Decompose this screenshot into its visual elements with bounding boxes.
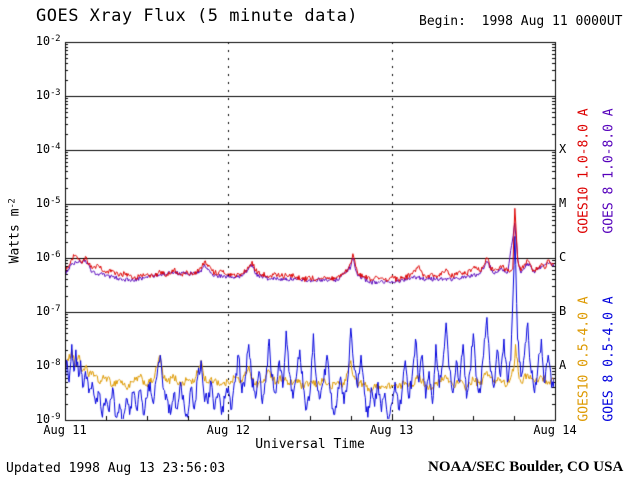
noaa-credit: NOAA/SEC Boulder, CO USA bbox=[428, 459, 624, 475]
legend-goes8-long: GOES 8 1.0-8.0 A bbox=[601, 108, 617, 234]
x-tick-label: Aug 12 bbox=[206, 423, 251, 437]
y-tick-label: 10-9 bbox=[35, 412, 61, 426]
y-tick-label: 10-6 bbox=[35, 250, 61, 264]
x-tick-label: Aug 13 bbox=[369, 423, 414, 437]
legend-goes10-long: GOES10 1.0-8.0 A bbox=[576, 108, 592, 234]
flare-class-c: C bbox=[559, 250, 567, 264]
updated-timestamp: Updated 1998 Aug 13 23:56:03 bbox=[6, 461, 226, 476]
y-tick-label: 10-8 bbox=[35, 358, 61, 372]
flare-class-m: M bbox=[559, 196, 567, 210]
y-tick-label: 10-2 bbox=[35, 34, 61, 48]
y-tick-label: 10-3 bbox=[35, 88, 61, 102]
x-tick-label: Aug 11 bbox=[43, 423, 87, 437]
x-tick-label: Aug 14 bbox=[533, 423, 577, 437]
flare-class-x: X bbox=[559, 142, 567, 156]
y-tick-label: 10-5 bbox=[35, 196, 61, 210]
begin-timestamp: Begin: 1998 Aug 11 0000UT bbox=[419, 14, 623, 29]
flare-class-a: A bbox=[559, 358, 567, 372]
legend-goes8-short: GOES 8 0.5-4.0 A bbox=[601, 296, 617, 422]
legend-goes10-short: GOES10 0.5-4.0 A bbox=[576, 296, 592, 422]
y-tick-label: 10-4 bbox=[35, 142, 61, 156]
chart-title: GOES Xray Flux (5 minute data) bbox=[36, 6, 359, 26]
x-axis-title: Universal Time bbox=[255, 437, 365, 452]
y-tick-label: 10-7 bbox=[35, 304, 61, 318]
flare-class-b: B bbox=[559, 304, 567, 318]
